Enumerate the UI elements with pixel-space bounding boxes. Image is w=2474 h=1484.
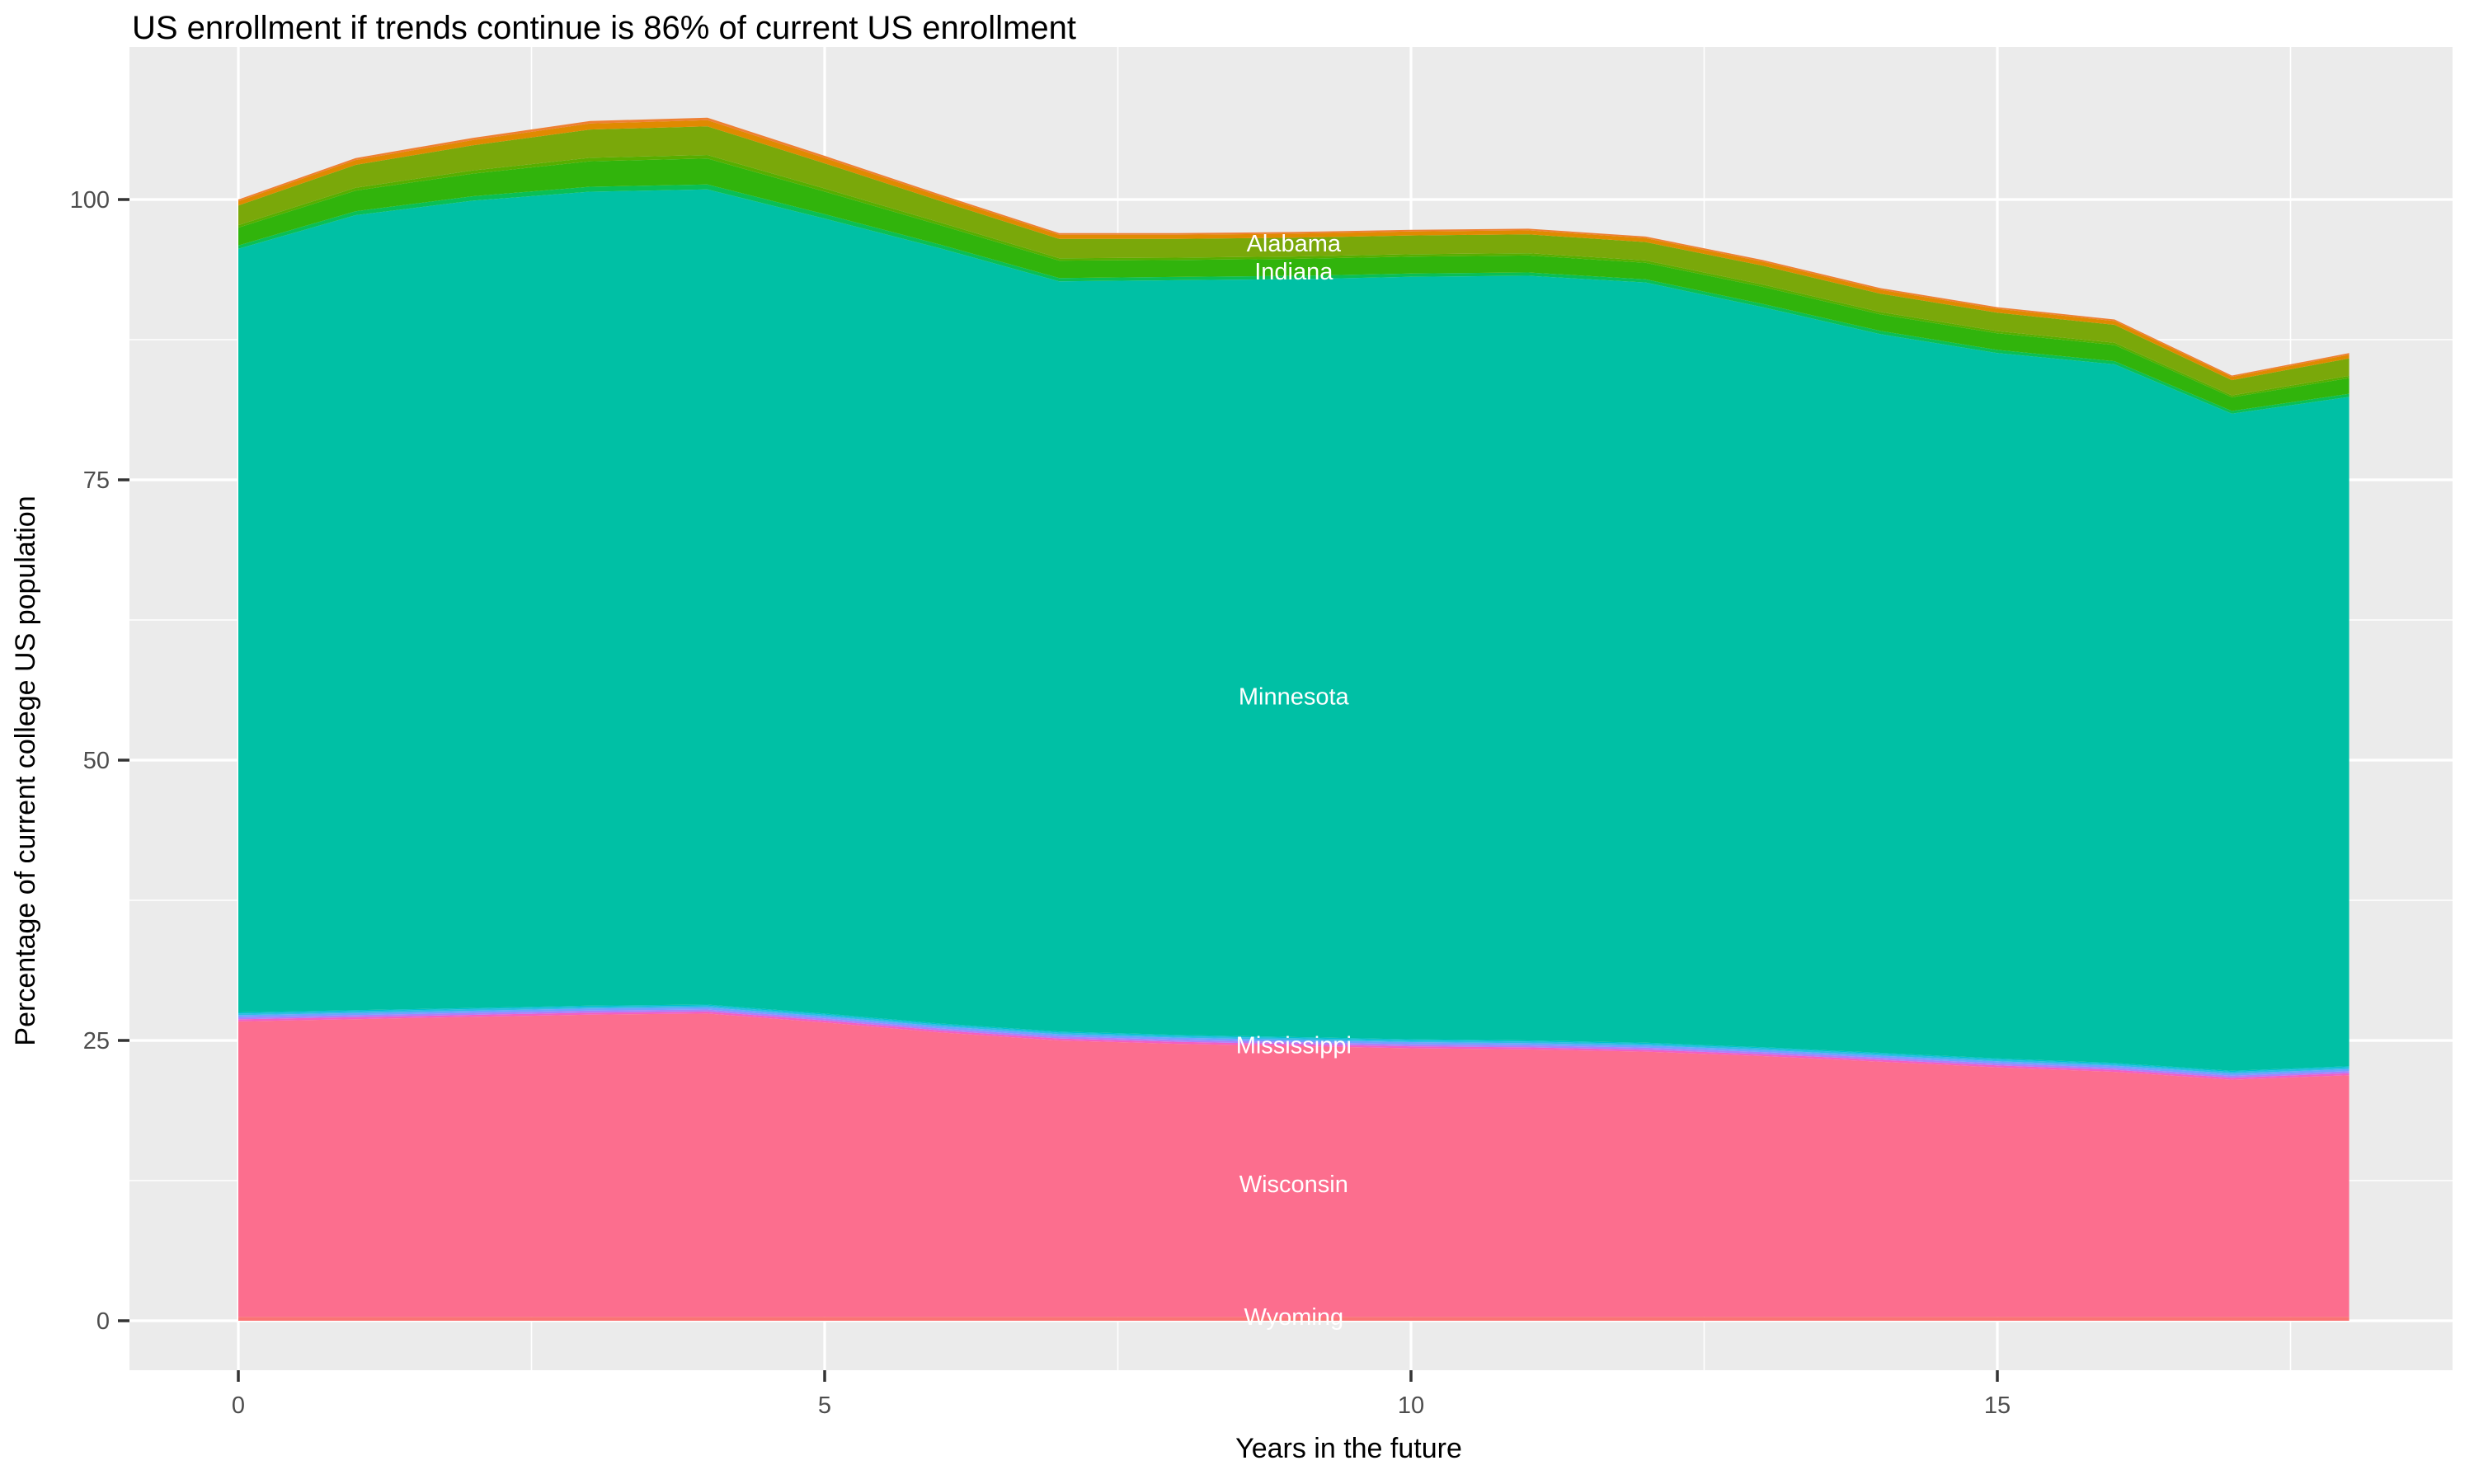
state-label-alabama: Alabama [1247, 231, 1342, 257]
area-orange-band [238, 120, 2349, 381]
x-tick-label: 15 [1984, 1392, 2011, 1419]
y-tick-label: 100 [70, 187, 110, 214]
y-tick-label: 25 [83, 1028, 110, 1054]
state-label-mississippi: Mississippi [1236, 1032, 1352, 1059]
y-tick-label: 0 [96, 1308, 110, 1335]
area-alabama [238, 126, 2349, 396]
area-salmon-top [238, 117, 2349, 378]
state-label-minnesota: Minnesota [1239, 683, 1350, 710]
x-tick-label: 5 [818, 1392, 831, 1419]
area-indiana [238, 158, 2349, 411]
chart-title: US enrollment if trends continue is 86% … [132, 10, 1076, 46]
state-label-wisconsin: Wisconsin [1239, 1172, 1348, 1198]
area-sliver-magenta [238, 1011, 2349, 1080]
state-label-indiana: Indiana [1254, 259, 1333, 285]
area-wisconsin [238, 1013, 2349, 1317]
x-tick-label: 10 [1398, 1392, 1424, 1419]
area-sliver-cyan [238, 1004, 2349, 1073]
area-sliver-violet [238, 1009, 2349, 1078]
area-sliver-blue [238, 1007, 2349, 1076]
y-tick-label: 75 [83, 467, 110, 494]
x-axis-title: Years in the future [1235, 1433, 1462, 1464]
area-minnesota [238, 189, 2349, 1071]
x-tick-label: 0 [232, 1392, 245, 1419]
area-wyoming [238, 1317, 2349, 1321]
y-tick-label: 50 [83, 748, 110, 774]
state-label-wyoming: Wyoming [1244, 1304, 1343, 1331]
y-axis-title: Percentage of current college US populat… [10, 495, 41, 1045]
area-sliver-lightblue [238, 1005, 2349, 1074]
